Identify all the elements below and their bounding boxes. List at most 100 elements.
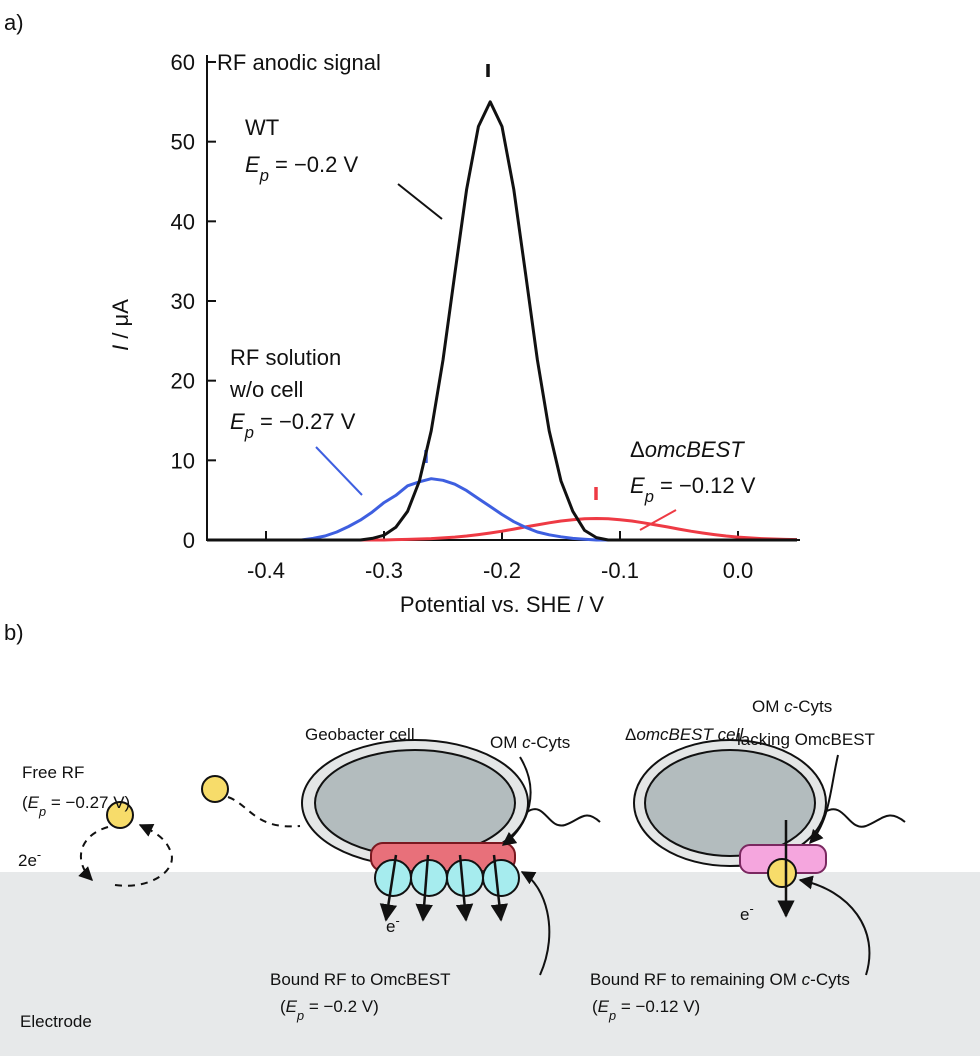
text-part: p bbox=[244, 424, 254, 442]
text-part: omcBEST cell bbox=[636, 725, 744, 744]
y-tick-label: 10 bbox=[171, 448, 195, 473]
label: e- bbox=[740, 901, 754, 925]
arrow bbox=[415, 854, 433, 922]
text-part: p bbox=[608, 1008, 616, 1023]
x-tick-label: -0.4 bbox=[247, 558, 285, 583]
label: Bound RF to remaining OM c-Cyts bbox=[590, 970, 850, 989]
y-tick-label: 0 bbox=[183, 528, 195, 553]
text-part: c bbox=[802, 970, 811, 989]
text-part: = −0.27 V) bbox=[46, 793, 130, 812]
bound-rf bbox=[446, 859, 484, 897]
text-part: lacking OmcBEST bbox=[737, 730, 875, 749]
text-part: 2e bbox=[18, 851, 37, 870]
text-part: / μA bbox=[108, 299, 133, 345]
arrow bbox=[490, 854, 509, 922]
text-part: - bbox=[37, 847, 41, 862]
pointer bbox=[809, 754, 839, 845]
y-tick-label: 40 bbox=[171, 209, 195, 234]
text-part: OM bbox=[490, 733, 522, 752]
pointer bbox=[501, 756, 532, 846]
cell-inner bbox=[314, 749, 516, 857]
text-part: e bbox=[740, 905, 749, 924]
text-part: e bbox=[386, 917, 395, 936]
y-tick-label: 50 bbox=[171, 130, 195, 155]
text-part: c bbox=[784, 697, 793, 716]
text-part: E bbox=[286, 997, 298, 1016]
label: (Ep = −0.2 V) bbox=[280, 997, 379, 1023]
leader bbox=[639, 509, 677, 531]
text-part: I bbox=[108, 345, 133, 351]
panel-label: a) bbox=[4, 10, 24, 35]
label: lacking OmcBEST bbox=[737, 730, 875, 749]
text-part: Bound RF to remaining OM bbox=[590, 970, 802, 989]
text-part: WT bbox=[245, 115, 279, 140]
label: Electrode bbox=[20, 1012, 92, 1031]
text-part: Δ bbox=[625, 725, 636, 744]
bound-rf bbox=[410, 859, 448, 897]
text-part: = −0.27 V bbox=[254, 409, 356, 434]
text-part: p bbox=[38, 804, 46, 819]
diagram bbox=[78, 739, 906, 976]
leader bbox=[397, 183, 443, 220]
arrow bbox=[455, 854, 474, 922]
text-part: = −0.2 V) bbox=[304, 997, 379, 1016]
pointer bbox=[798, 875, 871, 976]
text-part: E bbox=[28, 793, 40, 812]
x-tick-label: -0.3 bbox=[365, 558, 403, 583]
text-part: -Cyts bbox=[531, 733, 571, 752]
label: OM c-Cyts bbox=[490, 733, 570, 752]
text-part: -Cyts bbox=[810, 970, 850, 989]
diffusion bbox=[227, 796, 301, 828]
text-part: p bbox=[644, 488, 654, 506]
series-line bbox=[207, 100, 797, 542]
label: RF solution bbox=[230, 345, 341, 370]
arrow bbox=[379, 854, 398, 922]
label: e- bbox=[386, 913, 400, 937]
label: w/o cell bbox=[229, 377, 303, 402]
y-tick-label: 60 bbox=[171, 50, 195, 75]
text-part: Δ bbox=[630, 437, 645, 462]
text-part: Geobacter cell bbox=[305, 725, 415, 744]
text-part: omcBEST bbox=[645, 437, 746, 462]
cell-tail bbox=[824, 808, 906, 828]
text-part: ( bbox=[592, 997, 598, 1016]
text-part: E bbox=[630, 473, 645, 498]
text-part: E bbox=[245, 152, 260, 177]
label: Bound RF to OmcBEST bbox=[270, 970, 450, 989]
x-tick-label: 0.0 bbox=[723, 558, 754, 583]
label: WT bbox=[245, 115, 279, 140]
label: Ep = −0.27 V bbox=[230, 409, 356, 442]
peak-markers bbox=[424, 64, 598, 500]
text-part: OM bbox=[752, 697, 784, 716]
text-part: Bound RF to OmcBEST bbox=[270, 970, 450, 989]
label: Ep = −0.2 V bbox=[245, 152, 358, 185]
text-part: -Cyts bbox=[793, 697, 833, 716]
text-part: p bbox=[259, 167, 269, 185]
cell-inner bbox=[644, 749, 816, 857]
text-part: c bbox=[522, 733, 531, 752]
label: (Ep = −0.12 V) bbox=[592, 997, 700, 1023]
x-tick-label: -0.2 bbox=[483, 558, 521, 583]
cell-tail bbox=[526, 808, 601, 827]
y-tick-label: 30 bbox=[171, 289, 195, 314]
y-tick-label: 20 bbox=[171, 369, 195, 394]
text-part: E bbox=[598, 997, 610, 1016]
text-part: Free RF bbox=[22, 763, 84, 782]
x-axis-label: Potential vs. SHE / V bbox=[400, 592, 605, 617]
label: (Ep = −0.27 V) bbox=[22, 793, 130, 819]
redox-loop bbox=[114, 823, 173, 887]
text-part: = −0.2 V bbox=[269, 152, 359, 177]
electrode bbox=[0, 872, 980, 1056]
free-rf bbox=[106, 801, 134, 829]
x-tick-label: -0.1 bbox=[601, 558, 639, 583]
label: Ep = −0.12 V bbox=[630, 473, 756, 506]
leaders bbox=[315, 183, 677, 531]
leader bbox=[315, 446, 363, 496]
bound-rf bbox=[767, 858, 797, 888]
label: I / μA bbox=[108, 299, 133, 351]
label: 2e- bbox=[18, 847, 41, 871]
label: Free RF bbox=[22, 763, 84, 782]
label: OM c-Cyts bbox=[752, 697, 832, 716]
panel-label: b) bbox=[4, 620, 24, 645]
